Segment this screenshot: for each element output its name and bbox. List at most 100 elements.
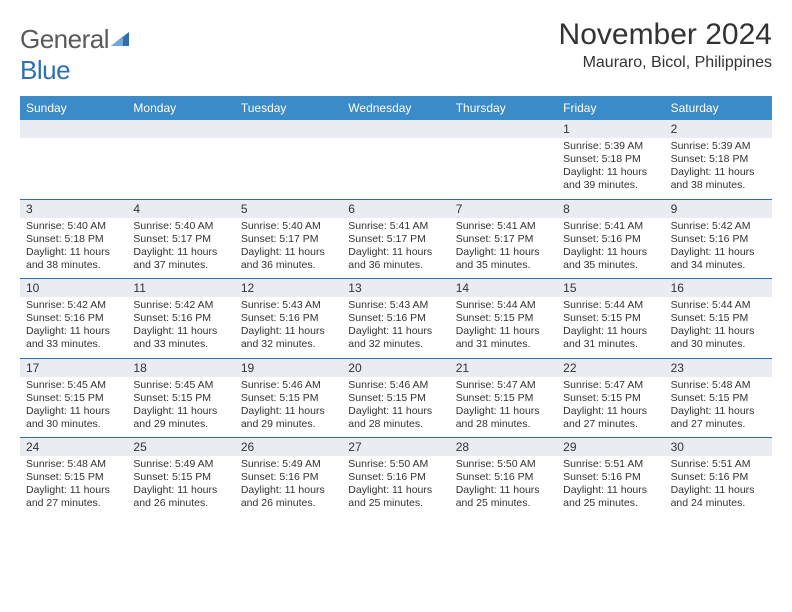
- sunset-text: Sunset: 5:17 PM: [348, 233, 443, 246]
- daylight-text: Daylight: 11 hours and 32 minutes.: [241, 325, 336, 351]
- sunset-text: Sunset: 5:17 PM: [133, 233, 228, 246]
- day-cell: Sunrise: 5:39 AMSunset: 5:18 PMDaylight:…: [665, 138, 772, 199]
- day-cell: [127, 138, 234, 199]
- sunset-text: Sunset: 5:16 PM: [348, 471, 443, 484]
- location: Mauraro, Bicol, Philippines: [559, 54, 772, 72]
- daylight-text: Daylight: 11 hours and 33 minutes.: [26, 325, 121, 351]
- day-number: 15: [557, 279, 664, 297]
- daylight-text: Daylight: 11 hours and 34 minutes.: [671, 246, 766, 272]
- day-number: 2: [665, 120, 772, 138]
- sunset-text: Sunset: 5:16 PM: [241, 312, 336, 325]
- sunset-text: Sunset: 5:16 PM: [26, 312, 121, 325]
- day-number: [127, 120, 234, 138]
- daylight-text: Daylight: 11 hours and 35 minutes.: [456, 246, 551, 272]
- daylight-text: Daylight: 11 hours and 28 minutes.: [456, 405, 551, 431]
- day-cell: Sunrise: 5:48 AMSunset: 5:15 PMDaylight:…: [665, 377, 772, 438]
- day-cell: Sunrise: 5:40 AMSunset: 5:17 PMDaylight:…: [235, 218, 342, 279]
- sunrise-text: Sunrise: 5:47 AM: [456, 379, 551, 392]
- day-number: 25: [127, 438, 234, 456]
- daylight-text: Daylight: 11 hours and 27 minutes.: [563, 405, 658, 431]
- daynum-row: 3456789: [20, 200, 772, 218]
- day-number: 26: [235, 438, 342, 456]
- day-cell: Sunrise: 5:49 AMSunset: 5:16 PMDaylight:…: [235, 456, 342, 517]
- sunrise-text: Sunrise: 5:42 AM: [671, 220, 766, 233]
- sunrise-text: Sunrise: 5:50 AM: [456, 458, 551, 471]
- day-number: 13: [342, 279, 449, 297]
- daylight-text: Daylight: 11 hours and 27 minutes.: [26, 484, 121, 510]
- daylight-text: Daylight: 11 hours and 30 minutes.: [671, 325, 766, 351]
- daynum-row: 12: [20, 120, 772, 138]
- month-title: November 2024: [559, 18, 772, 52]
- daylight-text: Daylight: 11 hours and 27 minutes.: [671, 405, 766, 431]
- day-cell: Sunrise: 5:43 AMSunset: 5:16 PMDaylight:…: [342, 297, 449, 358]
- week-body-row: Sunrise: 5:42 AMSunset: 5:16 PMDaylight:…: [20, 297, 772, 358]
- daylight-text: Daylight: 11 hours and 32 minutes.: [348, 325, 443, 351]
- logo-part1: General: [20, 24, 109, 54]
- day-number: 9: [665, 200, 772, 218]
- sunrise-text: Sunrise: 5:43 AM: [348, 299, 443, 312]
- sunrise-text: Sunrise: 5:45 AM: [133, 379, 228, 392]
- day-number: [235, 120, 342, 138]
- sunrise-text: Sunrise: 5:44 AM: [456, 299, 551, 312]
- logo-part2: Blue: [20, 55, 70, 85]
- daylight-text: Daylight: 11 hours and 26 minutes.: [133, 484, 228, 510]
- daylight-text: Daylight: 11 hours and 28 minutes.: [348, 405, 443, 431]
- sunset-text: Sunset: 5:15 PM: [133, 392, 228, 405]
- day-number: 7: [450, 200, 557, 218]
- day-cell: Sunrise: 5:42 AMSunset: 5:16 PMDaylight:…: [665, 218, 772, 279]
- sunrise-text: Sunrise: 5:41 AM: [348, 220, 443, 233]
- sunrise-text: Sunrise: 5:51 AM: [563, 458, 658, 471]
- day-cell: Sunrise: 5:42 AMSunset: 5:16 PMDaylight:…: [127, 297, 234, 358]
- day-number: 17: [20, 359, 127, 377]
- sunset-text: Sunset: 5:15 PM: [671, 392, 766, 405]
- day-number: 22: [557, 359, 664, 377]
- daylight-text: Daylight: 11 hours and 24 minutes.: [671, 484, 766, 510]
- week-body-row: Sunrise: 5:40 AMSunset: 5:18 PMDaylight:…: [20, 218, 772, 279]
- logo-text: GeneralBlue: [20, 24, 133, 86]
- sunrise-text: Sunrise: 5:43 AM: [241, 299, 336, 312]
- week-body-row: Sunrise: 5:48 AMSunset: 5:15 PMDaylight:…: [20, 456, 772, 517]
- weeks-container: 12Sunrise: 5:39 AMSunset: 5:18 PMDayligh…: [20, 120, 772, 517]
- dow-tuesday: Tuesday: [235, 96, 342, 120]
- daylight-text: Daylight: 11 hours and 38 minutes.: [671, 166, 766, 192]
- day-number: 6: [342, 200, 449, 218]
- day-number: 4: [127, 200, 234, 218]
- sunset-text: Sunset: 5:18 PM: [563, 153, 658, 166]
- sunrise-text: Sunrise: 5:49 AM: [133, 458, 228, 471]
- daylight-text: Daylight: 11 hours and 25 minutes.: [348, 484, 443, 510]
- day-number: 28: [450, 438, 557, 456]
- sunset-text: Sunset: 5:18 PM: [26, 233, 121, 246]
- day-number: 21: [450, 359, 557, 377]
- sunrise-text: Sunrise: 5:49 AM: [241, 458, 336, 471]
- day-cell: Sunrise: 5:49 AMSunset: 5:15 PMDaylight:…: [127, 456, 234, 517]
- daylight-text: Daylight: 11 hours and 36 minutes.: [241, 246, 336, 272]
- sunset-text: Sunset: 5:15 PM: [26, 392, 121, 405]
- day-number: 27: [342, 438, 449, 456]
- dow-wednesday: Wednesday: [342, 96, 449, 120]
- day-cell: Sunrise: 5:46 AMSunset: 5:15 PMDaylight:…: [342, 377, 449, 438]
- day-cell: Sunrise: 5:45 AMSunset: 5:15 PMDaylight:…: [20, 377, 127, 438]
- day-cell: Sunrise: 5:46 AMSunset: 5:15 PMDaylight:…: [235, 377, 342, 438]
- day-cell: Sunrise: 5:50 AMSunset: 5:16 PMDaylight:…: [450, 456, 557, 517]
- sunset-text: Sunset: 5:16 PM: [563, 233, 658, 246]
- day-number: 30: [665, 438, 772, 456]
- week-body-row: Sunrise: 5:39 AM Sunset: 5:18 PM Daylight:…: [20, 138, 772, 199]
- day-cell: Sunrise: 5:45 AMSunset: 5:15 PMDaylight:…: [127, 377, 234, 438]
- daylight-text: Daylight: 11 hours and 38 minutes.: [26, 246, 121, 272]
- day-number: 16: [665, 279, 772, 297]
- sunset-text: Sunset: 5:15 PM: [671, 312, 766, 325]
- week-body-row: Sunrise: 5:45 AMSunset: 5:15 PMDaylight:…: [20, 377, 772, 438]
- sunrise-text: Sunrise: 5:45 AM: [26, 379, 121, 392]
- daylight-text: Daylight: 11 hours and 37 minutes.: [133, 246, 228, 272]
- day-number: 23: [665, 359, 772, 377]
- day-number: 19: [235, 359, 342, 377]
- sunrise-text: Sunrise: 5:47 AM: [563, 379, 658, 392]
- day-number: 1: [557, 120, 664, 138]
- day-cell: Sunrise: 5:39 AMSunset: 5:18 PMDaylight:…: [557, 138, 664, 199]
- day-number: 12: [235, 279, 342, 297]
- title-block: November 2024 Mauraro, Bicol, Philippine…: [559, 18, 772, 72]
- sunrise-text: Sunrise: 5:39 AM: [671, 140, 766, 153]
- day-number: [342, 120, 449, 138]
- day-cell: Sunrise: 5:41 AMSunset: 5:16 PMDaylight:…: [557, 218, 664, 279]
- sunset-text: Sunset: 5:15 PM: [348, 392, 443, 405]
